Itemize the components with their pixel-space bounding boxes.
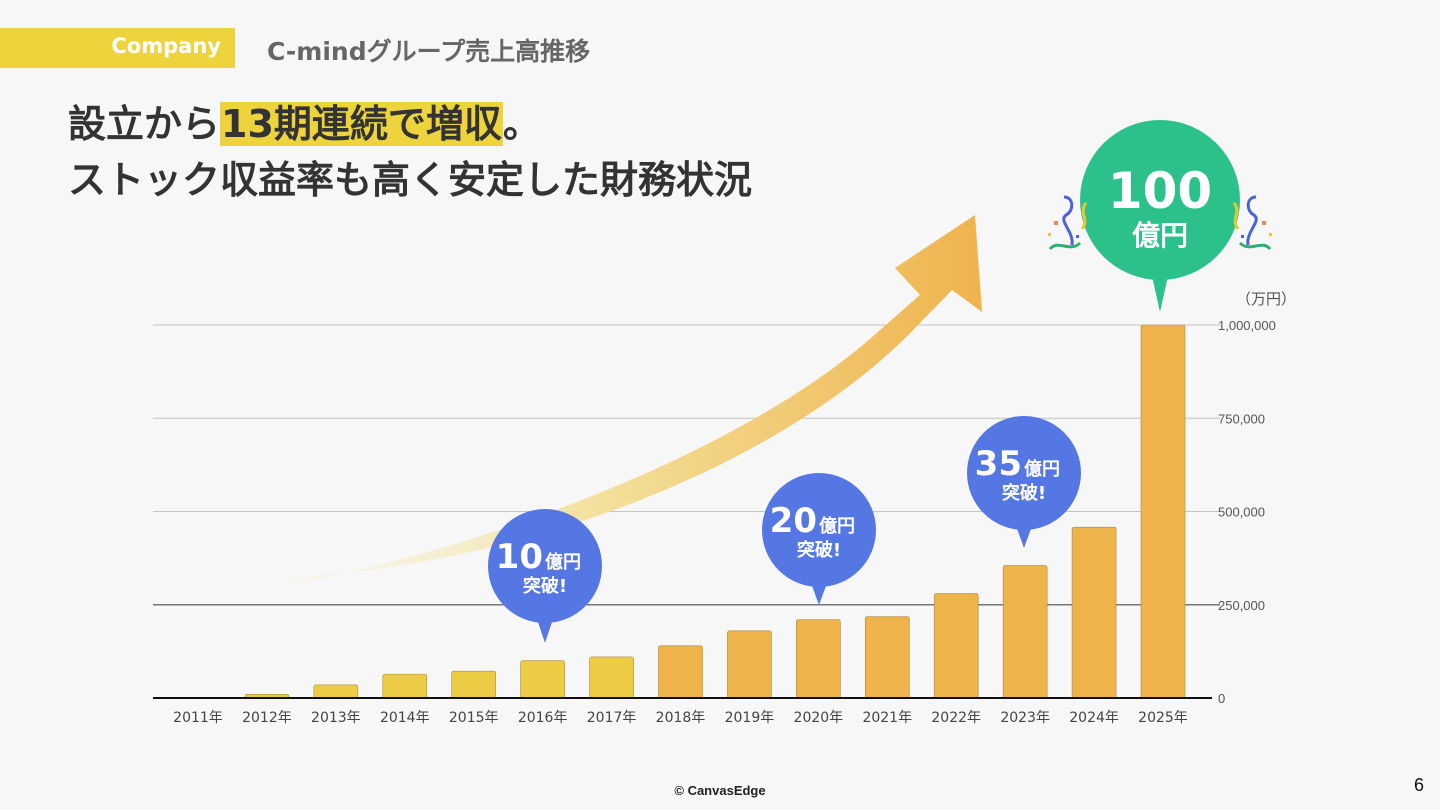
bubble-number: 20 xyxy=(770,501,817,541)
y-tick-label: 750,000 xyxy=(1218,411,1265,426)
bar xyxy=(382,673,428,699)
bubble-unit: 億円 xyxy=(1024,458,1060,480)
copyright: © CanvasEdge xyxy=(674,783,766,798)
bar xyxy=(727,630,772,699)
bubble-unit: 億円 xyxy=(545,551,581,573)
bars xyxy=(244,324,1186,699)
bubble-pointer xyxy=(811,583,827,605)
headline-prefix: 設立から xyxy=(68,102,221,146)
bubble-subtext: 突破! xyxy=(523,575,567,597)
x-tick-label: 2022年 xyxy=(931,710,981,726)
confetti xyxy=(1076,235,1079,238)
y-tick-label: 0 xyxy=(1218,691,1225,706)
bubble-number: 100 xyxy=(1108,162,1212,220)
bubble-circle xyxy=(1080,120,1240,280)
x-tick-label: 2025年 xyxy=(1138,710,1188,726)
headline-highlight: 13期連続で増収 xyxy=(220,102,503,146)
party-popper-icon xyxy=(1232,195,1272,251)
bubble-circle xyxy=(967,416,1081,530)
streamer xyxy=(1062,195,1074,246)
bubble-unit: 億円 xyxy=(1132,219,1188,252)
bar xyxy=(1140,324,1186,699)
x-tick-label: 2012年 xyxy=(242,710,292,726)
x-tick-label: 2013年 xyxy=(311,710,361,726)
bar xyxy=(796,619,841,699)
growth-arrow xyxy=(290,215,982,585)
x-tick-label: 2016年 xyxy=(518,710,568,726)
y-tick-label: 500,000 xyxy=(1218,505,1265,520)
confetti xyxy=(1054,221,1058,225)
x-tick-label: 2019年 xyxy=(725,710,775,726)
x-tick-label: 2021年 xyxy=(862,710,912,726)
bar xyxy=(589,656,634,699)
streamer xyxy=(1232,202,1240,230)
headline-line-2: ストック収益率も高く安定した財務状況 xyxy=(68,158,753,202)
section-tag: Company xyxy=(0,28,235,68)
bar xyxy=(1002,565,1048,699)
y-tick-label: 1,000,000 xyxy=(1218,318,1276,333)
section-tag-label: Company xyxy=(111,34,221,58)
confetti xyxy=(1269,233,1272,236)
bubble-pointer xyxy=(1152,276,1168,312)
bubble-pointer xyxy=(1016,526,1032,548)
confetti xyxy=(1048,233,1051,236)
confetti xyxy=(1262,221,1266,225)
y-unit-label: （万円） xyxy=(1236,290,1296,308)
bar xyxy=(933,593,979,699)
bubble-unit: 億円 xyxy=(819,515,855,537)
axes: 0 250,000 500,000 750,000 1,000,000 （万円） 2011年… xyxy=(153,290,1296,726)
x-tick-label: 2011年 xyxy=(173,710,223,726)
page-number: 6 xyxy=(1413,775,1424,795)
bubble-subtext: 突破! xyxy=(797,539,841,561)
streamer xyxy=(1238,241,1272,251)
bar xyxy=(313,684,359,699)
headline-suffix: 。 xyxy=(502,102,541,146)
bar xyxy=(658,645,703,699)
bubble-subtext: 突破! xyxy=(1002,482,1046,504)
x-tick-label: 2018年 xyxy=(656,710,706,726)
bubble-number: 10 xyxy=(496,537,543,577)
x-tick-label: 2024年 xyxy=(1069,710,1119,726)
x-tick-label: 2014年 xyxy=(380,710,430,726)
streamer xyxy=(1080,202,1088,230)
streamer xyxy=(1048,241,1082,251)
x-tick-label: 2020年 xyxy=(794,710,844,726)
x-tick-label: 2015年 xyxy=(449,710,499,726)
confetti xyxy=(1241,235,1244,238)
bar xyxy=(864,616,910,699)
bubble-number: 35 xyxy=(975,444,1022,484)
bubble-circle xyxy=(488,509,602,623)
bar xyxy=(1071,526,1117,699)
bar xyxy=(451,670,497,699)
headline-line-1: 設立から13期連続で増収。 xyxy=(68,96,752,152)
headline: 設立から13期連続で増収。 ストック収益率も高く安定した財務状況 xyxy=(68,96,752,208)
party-popper-icon xyxy=(1048,195,1088,251)
bubble-pointer xyxy=(537,619,553,643)
y-tick-label: 250,000 xyxy=(1218,598,1265,613)
bar xyxy=(520,660,565,699)
x-tick-label: 2023年 xyxy=(1000,710,1050,726)
section-title: C-mindグループ売上高推移 xyxy=(267,37,591,66)
streamer xyxy=(1246,195,1258,246)
bubble-circle xyxy=(762,473,876,587)
x-tick-label: 2017年 xyxy=(587,710,637,726)
